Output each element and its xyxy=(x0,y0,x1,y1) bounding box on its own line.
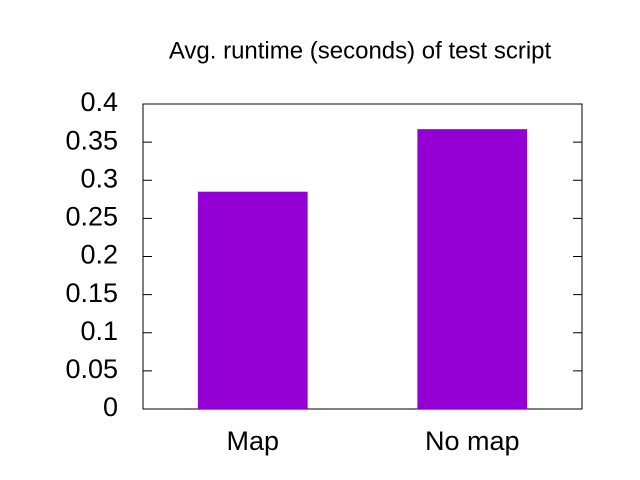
x-tick-label: Map xyxy=(226,426,279,456)
y-tick-label: 0.1 xyxy=(80,316,118,346)
bar xyxy=(197,191,308,409)
y-tick-label: 0.2 xyxy=(80,240,118,270)
y-tick-label: 0.05 xyxy=(65,354,118,384)
y-tick-label: 0.3 xyxy=(80,163,118,193)
y-tick-label: 0.25 xyxy=(65,202,118,232)
y-tick-label: 0.35 xyxy=(65,125,118,155)
y-tick-label: 0.15 xyxy=(65,278,118,308)
chart-title: Avg. runtime (seconds) of test script xyxy=(169,37,552,64)
bar xyxy=(417,129,528,409)
y-tick-label: 0.4 xyxy=(80,87,118,117)
x-tick-label: No map xyxy=(425,426,520,456)
y-tick-label: 0 xyxy=(103,392,118,422)
